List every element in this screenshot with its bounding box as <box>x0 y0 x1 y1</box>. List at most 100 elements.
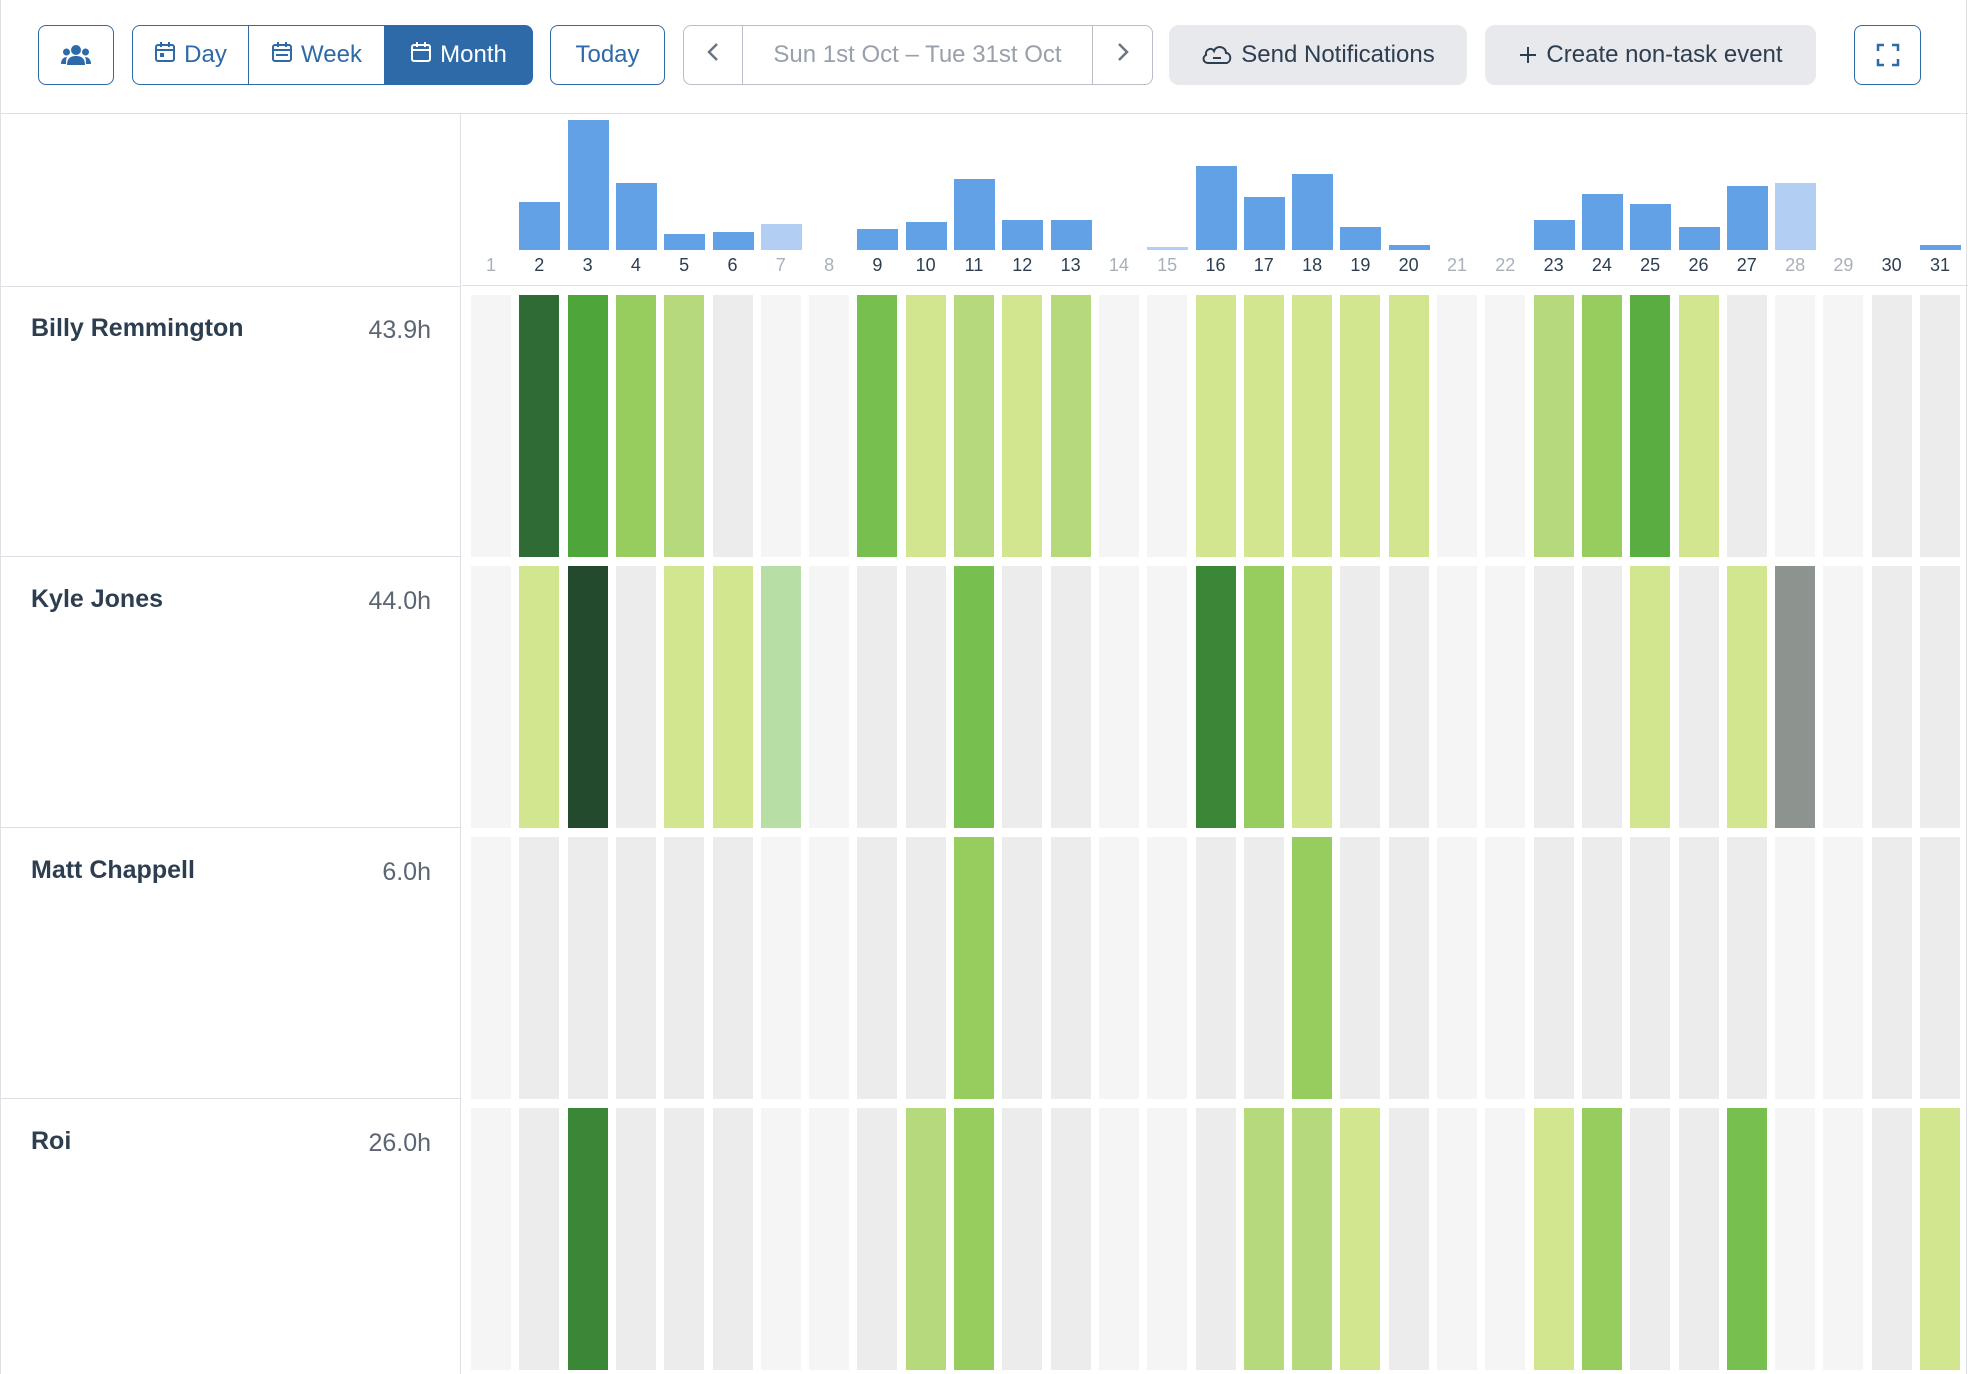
day-cell[interactable] <box>1726 295 1767 557</box>
day-cell[interactable] <box>1678 566 1719 828</box>
day-cell[interactable] <box>954 1108 994 1370</box>
day-cell[interactable] <box>1775 295 1816 557</box>
day-cell[interactable] <box>1292 295 1333 557</box>
day-cell[interactable] <box>1775 1108 1816 1370</box>
day-cell[interactable] <box>1437 295 1477 557</box>
day-cell[interactable] <box>954 566 994 828</box>
day-cell[interactable] <box>905 566 946 828</box>
day-cell[interactable] <box>712 566 753 828</box>
day-cell[interactable] <box>1050 1108 1091 1370</box>
day-cell[interactable] <box>1195 1108 1236 1370</box>
day-cell[interactable] <box>857 295 898 557</box>
day-cell[interactable] <box>760 837 801 1099</box>
day-cell[interactable] <box>664 1108 705 1370</box>
day-cell[interactable] <box>567 566 608 828</box>
view-month-button[interactable]: Month <box>385 25 533 85</box>
day-cell[interactable] <box>1920 1108 1960 1370</box>
day-cell[interactable] <box>1485 1108 1526 1370</box>
day-cell[interactable] <box>1678 1108 1719 1370</box>
day-cell[interactable] <box>615 837 656 1099</box>
day-cell[interactable] <box>471 837 511 1099</box>
day-cell[interactable] <box>1340 1108 1381 1370</box>
day-cell[interactable] <box>857 1108 898 1370</box>
person-row[interactable]: Roi 26.0h <box>1 1099 461 1370</box>
day-cell[interactable] <box>1485 295 1526 557</box>
day-cell[interactable] <box>567 295 608 557</box>
day-cell[interactable] <box>1823 295 1864 557</box>
day-cell[interactable] <box>519 295 560 557</box>
day-cell[interactable] <box>809 295 850 557</box>
day-cell[interactable] <box>1871 566 1912 828</box>
day-cell[interactable] <box>760 295 801 557</box>
next-period-button[interactable] <box>1093 25 1153 85</box>
day-cell[interactable] <box>1195 566 1236 828</box>
day-cell[interactable] <box>857 837 898 1099</box>
day-cell[interactable] <box>615 295 656 557</box>
day-cell[interactable] <box>1243 1108 1284 1370</box>
day-cell[interactable] <box>1002 837 1043 1099</box>
day-cell[interactable] <box>760 566 801 828</box>
day-cell[interactable] <box>1581 566 1622 828</box>
day-cell[interactable] <box>1243 295 1284 557</box>
day-cell[interactable] <box>1823 566 1864 828</box>
day-cell[interactable] <box>1098 837 1139 1099</box>
day-cell[interactable] <box>1195 837 1236 1099</box>
day-cell[interactable] <box>1871 837 1912 1099</box>
day-cell[interactable] <box>1147 566 1188 828</box>
day-cell[interactable] <box>1823 837 1864 1099</box>
day-cell[interactable] <box>1388 1108 1429 1370</box>
day-cell[interactable] <box>519 566 560 828</box>
day-cell[interactable] <box>1340 566 1381 828</box>
day-cell[interactable] <box>664 837 705 1099</box>
day-cell[interactable] <box>712 837 753 1099</box>
day-cell[interactable] <box>1581 837 1622 1099</box>
day-cell[interactable] <box>1485 566 1526 828</box>
day-cell[interactable] <box>1098 1108 1139 1370</box>
day-cell[interactable] <box>615 566 656 828</box>
day-cell[interactable] <box>1533 566 1574 828</box>
day-cell[interactable] <box>519 837 560 1099</box>
day-cell[interactable] <box>1533 837 1574 1099</box>
view-week-button[interactable]: Week <box>249 25 385 85</box>
day-cell[interactable] <box>954 837 994 1099</box>
day-cell[interactable] <box>760 1108 801 1370</box>
day-cell[interactable] <box>809 1108 850 1370</box>
day-cell[interactable] <box>519 1108 560 1370</box>
today-button[interactable]: Today <box>550 25 665 85</box>
day-cell[interactable] <box>1243 566 1284 828</box>
day-cell[interactable] <box>471 566 511 828</box>
send-notifications-button[interactable]: Send Notifications <box>1169 25 1467 85</box>
day-cell[interactable] <box>905 837 946 1099</box>
day-cell[interactable] <box>1340 837 1381 1099</box>
day-cell[interactable] <box>1678 837 1719 1099</box>
day-cell[interactable] <box>1388 837 1429 1099</box>
day-cell[interactable] <box>567 1108 608 1370</box>
create-non-task-event-button[interactable]: Create non-task event <box>1485 25 1816 85</box>
person-row[interactable]: Matt Chappell 6.0h <box>1 828 461 1099</box>
day-cell[interactable] <box>1726 837 1767 1099</box>
view-day-button[interactable]: Day <box>132 25 249 85</box>
day-cell[interactable] <box>1581 295 1622 557</box>
day-cell[interactable] <box>1775 837 1816 1099</box>
day-cell[interactable] <box>1050 566 1091 828</box>
day-cell[interactable] <box>615 1108 656 1370</box>
day-cell[interactable] <box>1823 1108 1864 1370</box>
day-cell[interactable] <box>1775 566 1816 828</box>
person-row[interactable]: Billy Remmington 43.9h <box>1 286 461 557</box>
day-cell[interactable] <box>1292 837 1333 1099</box>
person-row[interactable]: Kyle Jones 44.0h <box>1 557 461 828</box>
day-cell[interactable] <box>471 1108 511 1370</box>
prev-period-button[interactable] <box>683 25 743 85</box>
day-cell[interactable] <box>1195 295 1236 557</box>
day-cell[interactable] <box>1533 1108 1574 1370</box>
day-cell[interactable] <box>471 295 511 557</box>
day-cell[interactable] <box>1002 295 1043 557</box>
day-cell[interactable] <box>1871 295 1912 557</box>
day-cell[interactable] <box>1002 566 1043 828</box>
day-cell[interactable] <box>857 566 898 828</box>
day-cell[interactable] <box>1002 1108 1043 1370</box>
day-cell[interactable] <box>905 295 946 557</box>
day-cell[interactable] <box>1388 566 1429 828</box>
day-cell[interactable] <box>1871 1108 1912 1370</box>
day-cell[interactable] <box>809 837 850 1099</box>
